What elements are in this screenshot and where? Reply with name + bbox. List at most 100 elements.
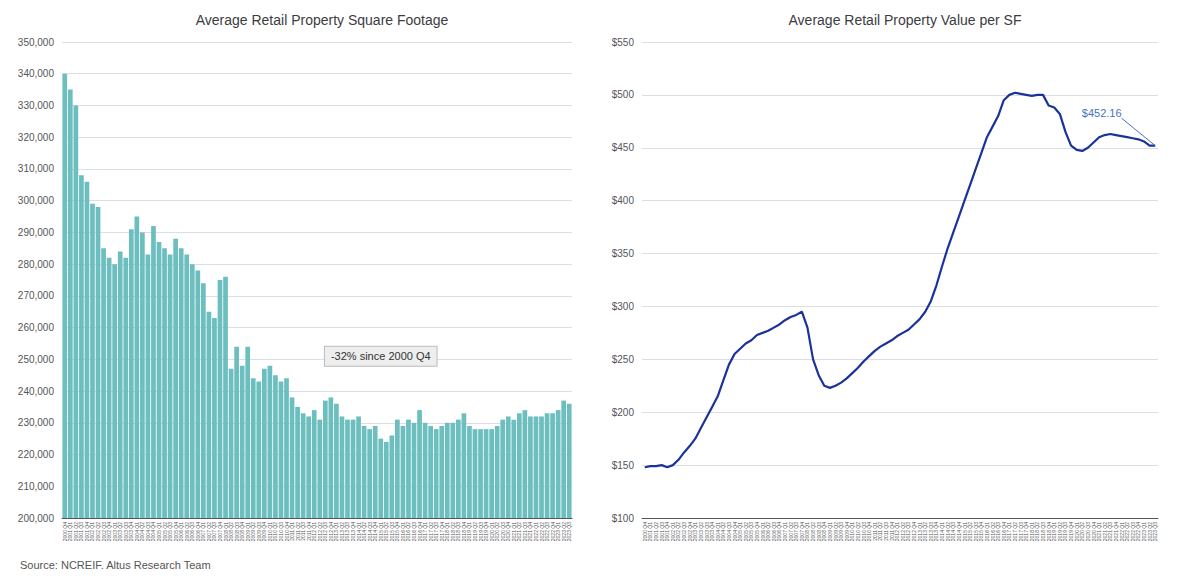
svg-text:2012 Q3: 2012 Q3: [322, 522, 329, 542]
svg-text:2016 Q1: 2016 Q1: [399, 522, 406, 542]
svg-text:Average Retail Property Value: Average Retail Property Value per SF: [789, 12, 1022, 28]
svg-text:2011 Q2: 2011 Q2: [294, 522, 301, 541]
svg-text:2005 Q2: 2005 Q2: [161, 522, 168, 542]
svg-text:2008 Q2: 2008 Q2: [228, 522, 235, 542]
svg-text:$400: $400: [612, 195, 635, 206]
svg-text:2014 Q1: 2014 Q1: [355, 522, 362, 542]
svg-text:2010 Q2: 2010 Q2: [272, 522, 279, 542]
svg-text:330,000: 330,000: [18, 100, 55, 111]
svg-text:210,000: 210,000: [18, 481, 55, 492]
svg-text:2011 Q4: 2011 Q4: [305, 522, 312, 541]
svg-text:2015 Q1: 2015 Q1: [377, 522, 384, 542]
svg-text:2010 Q1: 2010 Q1: [266, 522, 273, 542]
svg-text:2017 Q4: 2017 Q4: [438, 522, 445, 542]
svg-text:2017 Q3: 2017 Q3: [433, 522, 440, 542]
svg-text:2002 Q4: 2002 Q4: [106, 522, 113, 542]
svg-text:340,000: 340,000: [18, 68, 55, 79]
svg-text:350,000: 350,000: [18, 37, 55, 48]
svg-text:2009 Q3: 2009 Q3: [255, 522, 262, 542]
svg-text:2007 Q3: 2007 Q3: [211, 522, 218, 542]
svg-text:2010 Q4: 2010 Q4: [283, 522, 290, 542]
svg-text:2017 Q1: 2017 Q1: [422, 522, 429, 542]
svg-text:2013 Q1: 2013 Q1: [333, 522, 340, 542]
svg-text:2017 Q2: 2017 Q2: [427, 522, 434, 542]
svg-text:$200: $200: [612, 407, 635, 418]
svg-text:2015 Q3: 2015 Q3: [388, 522, 395, 542]
svg-text:2006 Q2: 2006 Q2: [183, 522, 190, 542]
svg-text:$150: $150: [612, 460, 635, 471]
svg-text:$450: $450: [612, 142, 635, 153]
svg-text:2012 Q4: 2012 Q4: [327, 522, 334, 542]
svg-text:280,000: 280,000: [18, 259, 55, 270]
svg-text:2005 Q3: 2005 Q3: [167, 522, 174, 542]
svg-text:240,000: 240,000: [18, 386, 55, 397]
svg-text:2014 Q4: 2014 Q4: [372, 522, 379, 542]
svg-text:2013 Q3: 2013 Q3: [344, 522, 351, 542]
svg-text:310,000: 310,000: [18, 163, 55, 174]
svg-text:2001 Q1: 2001 Q1: [67, 522, 74, 542]
svg-text:2008 Q1: 2008 Q1: [222, 522, 229, 542]
svg-text:2009 Q2: 2009 Q2: [250, 522, 257, 542]
svg-text:2009 Q1: 2009 Q1: [244, 522, 251, 542]
svg-text:290,000: 290,000: [18, 227, 55, 238]
svg-text:$350: $350: [612, 248, 635, 259]
svg-text:2009 Q4: 2009 Q4: [261, 522, 268, 542]
svg-text:Source: NCREIF. Altus Research: Source: NCREIF. Altus Research Team: [20, 559, 211, 571]
svg-text:-32% since 2000 Q4: -32% since 2000 Q4: [331, 350, 431, 362]
svg-text:2002 Q1: 2002 Q1: [89, 522, 96, 542]
svg-text:$452.16: $452.16: [1082, 107, 1122, 119]
svg-text:2015 Q2: 2015 Q2: [383, 522, 390, 542]
svg-text:2018 Q4: 2018 Q4: [460, 522, 467, 542]
svg-text:2012 Q2: 2012 Q2: [316, 522, 323, 542]
svg-text:2001 Q4: 2001 Q4: [83, 522, 90, 542]
svg-text:2004 Q2: 2004 Q2: [139, 522, 146, 542]
svg-text:2008 Q4: 2008 Q4: [239, 522, 246, 542]
svg-text:2001 Q2: 2001 Q2: [72, 522, 79, 542]
svg-text:2023 Q3: 2023 Q3: [1152, 522, 1158, 541]
svg-text:250,000: 250,000: [18, 354, 55, 365]
svg-text:2006 Q4: 2006 Q4: [194, 522, 201, 542]
svg-text:2004 Q4: 2004 Q4: [150, 522, 157, 542]
svg-text:200,000: 200,000: [18, 513, 55, 524]
svg-text:2003 Q3: 2003 Q3: [122, 522, 129, 542]
svg-text:220,000: 220,000: [18, 449, 55, 460]
svg-text:2003 Q1: 2003 Q1: [111, 522, 118, 542]
svg-text:$550: $550: [612, 37, 635, 48]
svg-text:$100: $100: [612, 513, 635, 524]
svg-text:2006 Q1: 2006 Q1: [178, 522, 185, 542]
svg-text:2007 Q2: 2007 Q2: [205, 522, 212, 542]
svg-text:2015 Q4: 2015 Q4: [394, 522, 401, 542]
svg-text:300,000: 300,000: [18, 195, 55, 206]
svg-text:2018 Q1: 2018 Q1: [444, 522, 451, 542]
svg-text:2002 Q3: 2002 Q3: [100, 522, 107, 542]
svg-text:2014 Q2: 2014 Q2: [361, 522, 368, 542]
svg-text:2016 Q4: 2016 Q4: [416, 522, 423, 542]
svg-text:2016 Q2: 2016 Q2: [405, 522, 412, 542]
svg-text:2003 Q4: 2003 Q4: [128, 522, 135, 542]
svg-text:2013 Q2: 2013 Q2: [338, 522, 345, 542]
svg-text:2004 Q3: 2004 Q3: [144, 522, 151, 542]
svg-text:2006 Q3: 2006 Q3: [189, 522, 196, 542]
svg-text:2003 Q2: 2003 Q2: [117, 522, 124, 542]
svg-text:2012 Q1: 2012 Q1: [311, 522, 318, 542]
svg-text:2005 Q4: 2005 Q4: [172, 522, 179, 542]
svg-text:2000 Q4: 2000 Q4: [61, 522, 68, 542]
svg-text:2014 Q3: 2014 Q3: [366, 522, 373, 542]
svg-text:$250: $250: [612, 354, 635, 365]
svg-text:2011 Q3: 2011 Q3: [300, 522, 307, 541]
svg-text:2018 Q2: 2018 Q2: [449, 522, 456, 542]
svg-text:320,000: 320,000: [18, 132, 55, 143]
svg-text:$500: $500: [612, 89, 635, 100]
svg-text:2023 Q3: 2023 Q3: [566, 522, 572, 541]
svg-text:2007 Q1: 2007 Q1: [200, 522, 207, 542]
svg-text:270,000: 270,000: [18, 290, 55, 301]
svg-text:2018 Q3: 2018 Q3: [455, 522, 462, 542]
svg-text:2008 Q3: 2008 Q3: [233, 522, 240, 542]
svg-text:2001 Q3: 2001 Q3: [78, 522, 85, 542]
svg-text:Average Retail Property Square: Average Retail Property Square Footage: [196, 12, 449, 28]
svg-text:260,000: 260,000: [18, 322, 55, 333]
svg-text:$300: $300: [612, 301, 635, 312]
svg-text:2011 Q1: 2011 Q1: [289, 522, 296, 541]
svg-text:2004 Q1: 2004 Q1: [133, 522, 140, 542]
svg-text:230,000: 230,000: [18, 417, 55, 428]
